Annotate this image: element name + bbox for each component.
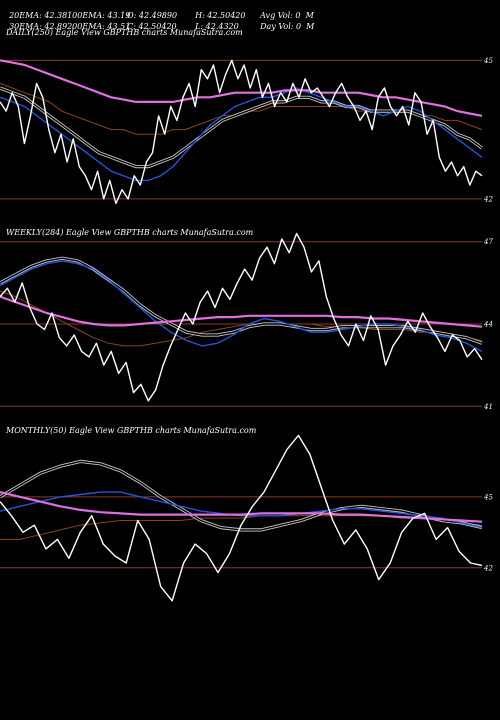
y-tick-label: 45 [483,57,493,65]
ema-slow-series [0,82,483,135]
ema-fast-series [0,491,483,529]
chart-panel-1: DAILY(250) Eagle View GBPTHB charts Muna… [0,28,493,205]
chart-panel-3: MONTHLY(50) Eagle View GBPTHB charts Mun… [0,426,493,602]
ema-long-series [0,59,483,117]
header-high: H: 42.50420 [195,11,246,20]
ema-mid-series-gap [0,87,483,168]
header-low: L: 42.4320 [195,22,239,31]
header-close: C: 42.50420 [127,22,177,31]
price-series [0,59,483,205]
chart-title: MONTHLY(50) Eagle View GBPTHB charts Mun… [5,426,257,435]
chart-title: WEEKLY(284) Eagle View GBPTHB charts Mun… [6,228,254,237]
header-100ema: 100EMA: 43.19 [67,11,131,20]
header-open: O: 42.49890 [127,11,178,20]
header-avg-vol: Avg Vol: 0 M [260,11,314,20]
ema-slow-series [0,515,483,540]
y-tick-label: 42 [483,564,493,572]
y-tick-label: 41 [483,403,493,411]
y-tick-label: 42 [483,195,493,203]
header-day-vol: Day Vol: 0 M [260,22,315,31]
ema-long-series [0,491,483,523]
ema-long-series [0,295,483,328]
y-tick-label: 44 [483,321,493,329]
header-30ema: 30EMA: 42.89 [9,22,68,31]
price-series [0,232,483,402]
header-200ema: 200EMA: 43.51 [67,22,131,31]
header-20ema: 20EMA: 42.38 [9,11,68,20]
y-tick-label: 47 [483,238,493,246]
ema-fast-series [0,260,483,353]
chart-panel-2: WEEKLY(284) Eagle View GBPTHB charts Mun… [0,228,493,411]
y-tick-label: 45 [483,493,493,501]
ema-slow-series [0,290,483,347]
ema-mid-series-gap [0,460,483,531]
price-series [0,434,483,602]
chart-title: DAILY(250) Eagle View GBPTHB charts Muna… [5,28,243,37]
